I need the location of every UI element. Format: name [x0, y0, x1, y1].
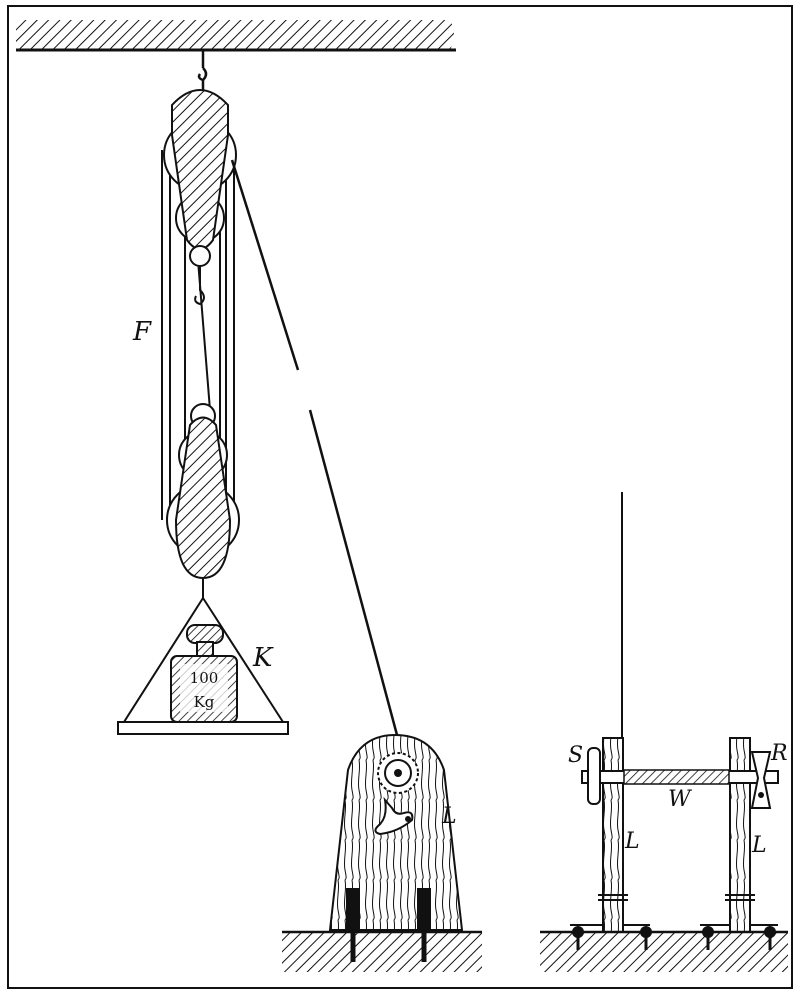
label-L-post: L [441, 804, 457, 829]
ceiling-hook [197, 50, 208, 90]
weight-hanger: 100 Kg [117, 597, 289, 735]
ground-right [540, 926, 788, 972]
gear-icon [377, 752, 419, 794]
winch-axle [581, 769, 779, 785]
pulley-S [587, 747, 601, 805]
crank-pawl [374, 796, 414, 836]
label-F: F [132, 317, 152, 347]
frame-brackets [570, 894, 778, 926]
label-W: W [668, 787, 693, 812]
rope-to-crank [230, 159, 300, 371]
rope-loops [161, 150, 235, 520]
label-R: R [770, 741, 788, 766]
label-L-frame-left: L [624, 829, 640, 854]
upper-pulley-block [163, 89, 237, 306]
label-L-frame-right: L [751, 833, 767, 858]
winch-frame [570, 492, 779, 933]
pulley-block-system [161, 89, 399, 736]
rope-to-crank-lower [308, 409, 399, 736]
pulley-R [750, 751, 772, 809]
lower-pulley-block [166, 403, 240, 598]
ground-left [282, 930, 482, 972]
label-S: S [568, 743, 583, 768]
weight-100kg: 100 Kg [170, 624, 238, 723]
weight-value: 100 [190, 669, 219, 687]
weight-unit: Kg [194, 693, 215, 711]
figure-border [7, 5, 793, 989]
ceiling [16, 20, 456, 52]
crank-post [328, 733, 464, 931]
label-K: K [252, 643, 274, 673]
